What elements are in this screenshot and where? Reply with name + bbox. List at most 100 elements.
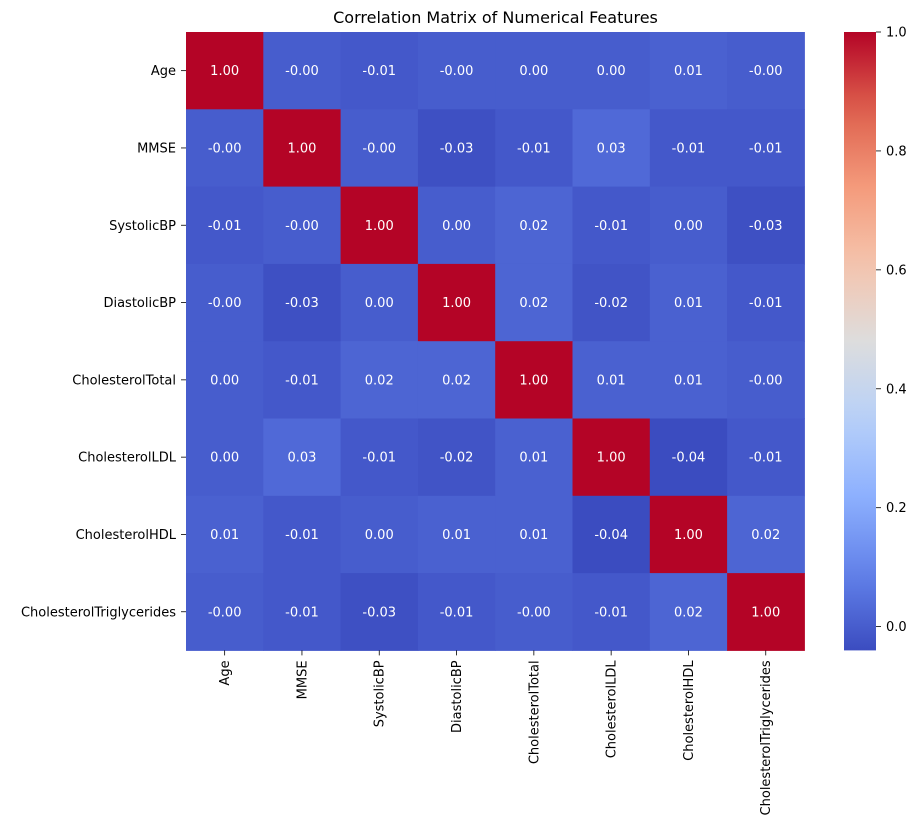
- cell-annotation: -0.00: [362, 141, 396, 156]
- heatmap-cell: [649, 341, 728, 419]
- heatmap-cell: [417, 32, 496, 110]
- heatmap-cell: [495, 186, 573, 265]
- cell-annotation: 0.00: [210, 451, 239, 466]
- cell-annotation: 0.01: [674, 296, 703, 311]
- heatmap-cell: [727, 186, 805, 265]
- cell-annotation: -0.01: [440, 605, 474, 620]
- cell-annotation: 1.00: [365, 219, 394, 234]
- colorbar-tick-label: 0.6: [886, 263, 907, 278]
- cell-annotation: 1.00: [287, 141, 316, 156]
- cell-annotation: -0.01: [285, 373, 319, 388]
- y-tick-label: CholesterolTotal: [72, 373, 176, 388]
- heatmap-cell: [263, 495, 342, 574]
- x-axis-ticks: Age MMSE SystolicBP DiastolicBP CholesterolT…: [218, 650, 774, 815]
- x-tick-label: DiastolicBP: [450, 660, 465, 733]
- cell-annotation: 0.00: [210, 373, 239, 388]
- x-tick-label: MMSE: [295, 660, 310, 699]
- colorbar-tick-label: 1.0: [886, 26, 907, 41]
- cell-annotation: 1.00: [674, 528, 703, 543]
- cell-annotation: -0.01: [749, 296, 783, 311]
- heatmap-cell: [649, 186, 728, 265]
- cell-annotation: -0.02: [594, 296, 628, 311]
- cell-annotation: 0.00: [597, 64, 626, 79]
- x-tick-label: CholesterolHDL: [682, 660, 697, 761]
- cell-annotation: 1.00: [597, 451, 626, 466]
- cell-annotation: 0.02: [751, 528, 780, 543]
- heatmap-cell: [649, 109, 728, 188]
- cell-annotation: 0.02: [365, 373, 394, 388]
- y-tick-label: CholesterolTriglycerides: [21, 605, 176, 620]
- cell-annotation: 0.00: [519, 64, 548, 79]
- heatmap-cell: [186, 109, 264, 188]
- heatmap-cell: [727, 32, 805, 110]
- cell-annotation: -0.01: [594, 605, 628, 620]
- y-tick-label: Age: [151, 64, 176, 79]
- heatmap-cell: [186, 573, 264, 651]
- heatmap-cell: [727, 573, 805, 651]
- cell-annotation: -0.01: [594, 219, 628, 234]
- x-tick-label: SystolicBP: [373, 660, 388, 727]
- cell-annotation: -0.00: [749, 64, 783, 79]
- cell-annotation: 0.00: [442, 219, 471, 234]
- heatmap-cell: [649, 32, 728, 110]
- heatmap-cell: [417, 418, 496, 497]
- heatmap-cell: [495, 573, 573, 651]
- heatmap-cell: [263, 186, 342, 265]
- heatmap-cell: [495, 263, 573, 342]
- heatmap-cell: [649, 418, 728, 497]
- cell-annotation: 0.01: [519, 451, 548, 466]
- y-tick-label: MMSE: [137, 141, 176, 156]
- heatmap-cell: [340, 32, 419, 110]
- cell-annotation: 1.00: [751, 605, 780, 620]
- cell-annotation: -0.03: [362, 605, 396, 620]
- heatmap-cell: [649, 495, 728, 574]
- heatmap-cells: 1.00 -0.00 -0.01 -0.00 0.00 0.00 0.01 -0.00 -0.0…: [186, 32, 805, 651]
- cell-annotation: -0.01: [749, 141, 783, 156]
- heatmap-cell: [417, 109, 496, 188]
- y-tick-label: SystolicBP: [109, 219, 176, 234]
- cell-annotation: 0.01: [674, 64, 703, 79]
- heatmap-cell: [572, 32, 651, 110]
- heatmap-cell: [572, 186, 651, 265]
- cell-annotation: -0.00: [440, 64, 474, 79]
- cell-annotation: 0.00: [365, 296, 394, 311]
- cell-annotation: -0.00: [517, 605, 551, 620]
- cell-annotation: -0.01: [208, 219, 242, 234]
- colorbar: 0.0 0.2 0.4 0.6 0.8 1.0: [844, 26, 907, 651]
- cell-annotation: 1.00: [210, 64, 239, 79]
- heatmap-cell: [727, 109, 805, 188]
- cell-annotation: -0.00: [285, 64, 319, 79]
- chart-title: Correlation Matrix of Numerical Features: [333, 8, 658, 27]
- heatmap-cell: [340, 573, 419, 651]
- cell-annotation: 1.00: [442, 296, 471, 311]
- heatmap-cell: [186, 32, 264, 110]
- heatmap-cell: [727, 495, 805, 574]
- heatmap-cell: [186, 341, 264, 419]
- heatmap-cell: [263, 109, 342, 188]
- y-tick-label: CholesterolHDL: [76, 528, 177, 543]
- x-tick-label: CholesterolTotal: [527, 660, 542, 764]
- heatmap-cell: [340, 109, 419, 188]
- heatmap-cell: [186, 495, 264, 574]
- heatmap-cell: [572, 495, 651, 574]
- cell-annotation: 0.03: [597, 141, 626, 156]
- cell-annotation: 0.01: [519, 528, 548, 543]
- cell-annotation: -0.03: [749, 219, 783, 234]
- heatmap-cell: [417, 341, 496, 419]
- cell-annotation: 0.01: [674, 373, 703, 388]
- heatmap-cell: [340, 495, 419, 574]
- cell-annotation: -0.04: [594, 528, 628, 543]
- y-axis-ticks: Age MMSE SystolicBP DiastolicBP CholesterolT…: [21, 64, 186, 620]
- heatmap-cell: [495, 341, 573, 419]
- heatmap-cell: [340, 263, 419, 342]
- y-tick-label: DiastolicBP: [103, 296, 176, 311]
- colorbar-tick-label: 0.8: [886, 144, 907, 159]
- heatmap-cell: [649, 263, 728, 342]
- cell-annotation: -0.01: [285, 528, 319, 543]
- cell-annotation: -0.00: [208, 296, 242, 311]
- heatmap-cell: [572, 573, 651, 651]
- heatmap-cell: [417, 573, 496, 651]
- heatmap-cell: [340, 341, 419, 419]
- x-tick-label: Age: [218, 660, 233, 685]
- cell-annotation: 0.02: [519, 219, 548, 234]
